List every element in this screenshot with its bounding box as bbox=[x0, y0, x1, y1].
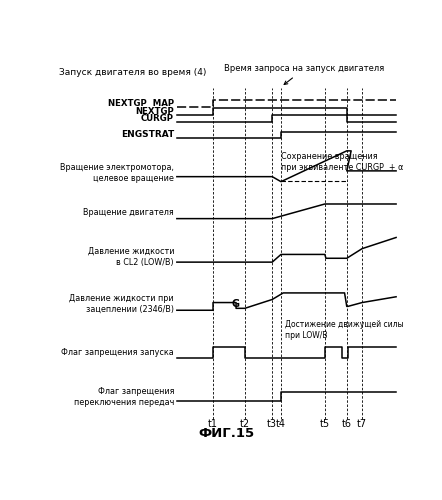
Text: Вращение двигателя: Вращение двигателя bbox=[84, 208, 174, 218]
Text: G: G bbox=[232, 300, 240, 310]
Text: Давление жидкости при
зацеплении (2346/В): Давление жидкости при зацеплении (2346/В… bbox=[69, 294, 174, 314]
Text: ENGSTRAT: ENGSTRAT bbox=[121, 130, 174, 140]
Text: Вращение электромотора,
целевое вращение: Вращение электромотора, целевое вращение bbox=[60, 163, 174, 183]
Text: NEXTGP: NEXTGP bbox=[135, 107, 174, 116]
Text: Флаг запрещения
переключения передач: Флаг запрещения переключения передач bbox=[74, 387, 174, 407]
Text: CURGP: CURGP bbox=[141, 114, 174, 123]
Text: ФИГ.15: ФИГ.15 bbox=[198, 428, 255, 440]
Text: t5: t5 bbox=[320, 419, 330, 429]
Text: NEXTGP  MAP: NEXTGP MAP bbox=[108, 99, 174, 108]
Text: Флаг запрещения запуска: Флаг запрещения запуска bbox=[61, 348, 174, 356]
Text: Время запроса на запуск двигателя: Время запроса на запуск двигателя bbox=[224, 64, 384, 84]
Text: t1: t1 bbox=[208, 419, 218, 429]
Text: t6: t6 bbox=[342, 419, 352, 429]
Text: Достижение движущей силы
при LOW/B: Достижение движущей силы при LOW/B bbox=[286, 320, 404, 340]
Text: t3: t3 bbox=[267, 419, 277, 429]
Text: t7: t7 bbox=[357, 419, 367, 429]
Text: t4: t4 bbox=[276, 419, 286, 429]
Text: Запуск двигателя во время (4): Запуск двигателя во время (4) bbox=[59, 68, 206, 78]
Text: Сохранение вращения
при эквиваленте CURGP  + α: Сохранение вращения при эквиваленте CURG… bbox=[281, 152, 404, 172]
Text: t2: t2 bbox=[240, 419, 250, 429]
Text: Давление жидкости
в CL2 (LOW/B): Давление жидкости в CL2 (LOW/B) bbox=[88, 246, 174, 267]
